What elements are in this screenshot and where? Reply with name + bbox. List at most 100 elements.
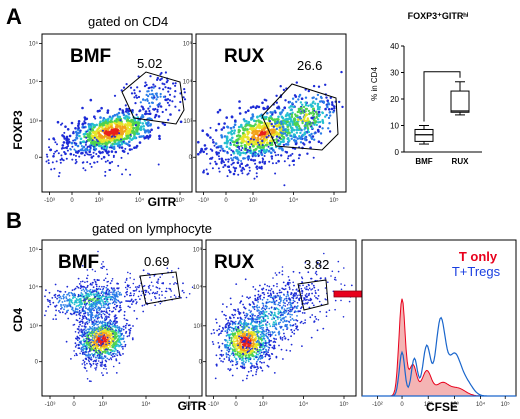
panel-a-label: A [6, 4, 22, 29]
event-dot [260, 151, 263, 154]
event-dot [285, 142, 288, 146]
event-dot [101, 328, 104, 331]
event-dot [114, 326, 117, 329]
event-dot [141, 304, 144, 307]
event-dot [102, 261, 104, 263]
event-dot [98, 129, 102, 132]
event-dot [74, 301, 77, 304]
event-dot [291, 160, 294, 163]
event-dot [315, 110, 318, 114]
event-dot [293, 139, 296, 142]
event-dot [211, 149, 214, 152]
event-dot [125, 130, 129, 133]
event-dot [146, 99, 149, 102]
event-dot [85, 337, 87, 340]
event-dot [45, 153, 48, 156]
x-tick-label: -10³ [198, 198, 209, 204]
event-dot [298, 127, 301, 130]
event-dot [270, 132, 274, 135]
event-dot [233, 338, 235, 340]
event-dot [90, 144, 93, 147]
event-dot [89, 288, 92, 291]
event-dot [220, 162, 223, 165]
event-dot [292, 163, 295, 166]
event-dot [85, 347, 88, 349]
event-dot [97, 306, 100, 309]
event-dot [90, 300, 93, 303]
event-dot [303, 143, 306, 146]
y-tick-label: 0 [189, 155, 193, 161]
event-dot [78, 131, 81, 134]
event-dot [81, 331, 84, 334]
event-dot [105, 368, 107, 370]
panel-a-rux-gate [261, 83, 339, 151]
event-dot [123, 317, 126, 320]
event-dot [84, 322, 86, 325]
event-dot [108, 325, 111, 327]
event-dot [124, 281, 127, 284]
event-dot [114, 301, 117, 303]
panel-a-bmf-frame [41, 33, 193, 193]
event-dot [140, 116, 143, 119]
event-dot [162, 88, 165, 91]
event-dot [64, 125, 67, 128]
event-dot [88, 302, 91, 304]
event-dot [297, 125, 301, 128]
event-dot [270, 122, 273, 126]
event-dot [89, 327, 92, 329]
event-dot [102, 351, 104, 354]
event-dot [260, 135, 264, 138]
event-dot [110, 150, 114, 153]
event-dot [118, 146, 121, 149]
event-dot [96, 365, 98, 367]
event-dot [115, 291, 118, 294]
event-dot [338, 100, 341, 104]
event-dot [261, 356, 263, 359]
event-dot [129, 122, 132, 126]
event-dot [86, 161, 89, 164]
event-dot [101, 363, 103, 365]
event-dot [267, 351, 269, 354]
event-dot [230, 303, 232, 306]
event-dot [104, 326, 106, 329]
event-dot [79, 148, 82, 152]
event-dot [281, 116, 285, 120]
event-dot [72, 130, 75, 133]
event-dot [105, 286, 108, 289]
event-dot [299, 131, 302, 135]
event-dot [281, 140, 285, 143]
event-dot [57, 175, 60, 178]
event-dot [96, 343, 99, 346]
event-dot [112, 330, 115, 333]
event-dot [111, 355, 114, 358]
event-dot [311, 110, 315, 113]
event-dot [77, 277, 80, 280]
panel-a-rux-name: RUX [224, 46, 264, 67]
event-dot [265, 99, 268, 102]
event-dot [91, 344, 94, 347]
event-dot [154, 85, 157, 88]
event-dot [231, 364, 234, 366]
event-dot [230, 154, 233, 156]
event-dot [205, 133, 209, 136]
panel-a-x-axis-label: GITR [148, 195, 177, 209]
event-dot [297, 98, 300, 101]
event-dot [91, 325, 94, 328]
event-dot [100, 315, 103, 318]
event-dot [83, 340, 86, 343]
event-dot [89, 339, 92, 341]
event-dot [240, 323, 243, 325]
event-dot [62, 297, 65, 300]
event-dot [161, 294, 163, 296]
event-dot [73, 138, 77, 142]
event-dot [71, 306, 74, 309]
event-dot [156, 291, 159, 293]
event-dot [280, 134, 284, 138]
event-dot [327, 127, 330, 130]
event-dot [294, 123, 297, 127]
event-dot [136, 86, 139, 89]
event-dot [262, 327, 265, 329]
event-dot [62, 141, 66, 144]
event-dot [222, 166, 225, 169]
